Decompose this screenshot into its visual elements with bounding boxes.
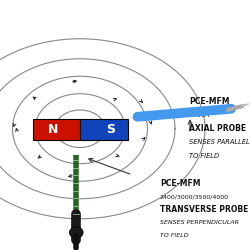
- Text: PCE-MFM: PCE-MFM: [189, 97, 229, 106]
- Text: 2400+: 2400+: [189, 112, 212, 118]
- Text: S: S: [106, 123, 115, 136]
- Text: TO FIELD: TO FIELD: [160, 233, 189, 238]
- Bar: [80, 119, 128, 140]
- Text: SENSES PERPENDICULAR: SENSES PERPENDICULAR: [160, 220, 239, 225]
- Text: PCE-MFM: PCE-MFM: [160, 179, 200, 188]
- Text: N: N: [48, 123, 58, 136]
- Text: TRANSVERSE PROBE: TRANSVERSE PROBE: [160, 205, 248, 214]
- Text: TO FIELD: TO FIELD: [189, 153, 219, 159]
- Bar: [32, 119, 80, 140]
- Text: SENSES PARALLEL: SENSES PARALLEL: [189, 140, 250, 145]
- Text: 2400/3000/3500/4000: 2400/3000/3500/4000: [160, 194, 229, 199]
- Ellipse shape: [70, 227, 83, 238]
- Text: AXIAL PROBE: AXIAL PROBE: [189, 124, 246, 133]
